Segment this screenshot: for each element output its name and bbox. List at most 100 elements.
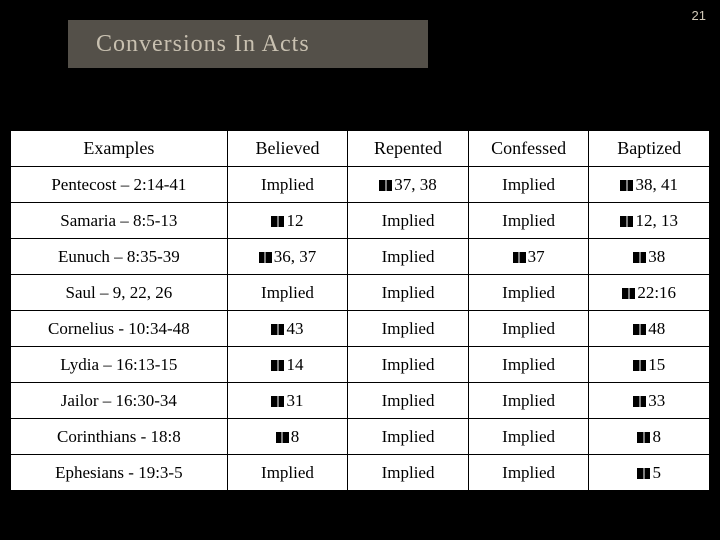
believed-text: 36, 37	[274, 247, 317, 266]
col-header-examples: Examples	[11, 131, 228, 167]
book-icon	[271, 324, 284, 335]
cell-repented: Implied	[348, 239, 469, 275]
confessed-text: Implied	[502, 319, 555, 338]
baptized-text: 38	[648, 247, 665, 266]
confessed-text: 37	[528, 247, 545, 266]
cell-example: Saul – 9, 22, 26	[11, 275, 228, 311]
col-header-baptized: Baptized	[589, 131, 710, 167]
book-icon	[271, 396, 284, 407]
cell-example: Samaria – 8:5-13	[11, 203, 228, 239]
cell-believed: 14	[227, 347, 348, 383]
cell-baptized: 38, 41	[589, 167, 710, 203]
believed-text: Implied	[261, 283, 314, 302]
baptized-text: 38, 41	[635, 175, 678, 194]
baptized-text: 15	[648, 355, 665, 374]
title-bar: Conversions In Acts	[68, 20, 428, 68]
cell-believed: 8	[227, 419, 348, 455]
cell-repented: Implied	[348, 455, 469, 491]
book-icon	[271, 360, 284, 371]
cell-repented: Implied	[348, 275, 469, 311]
book-icon	[622, 288, 635, 299]
table-row: Corinthians - 18:8 8 Implied Implied 8	[11, 419, 710, 455]
confessed-text: Implied	[502, 175, 555, 194]
confessed-text: Implied	[502, 391, 555, 410]
cell-believed: Implied	[227, 167, 348, 203]
baptized-text: 33	[648, 391, 665, 410]
confessed-text: Implied	[502, 211, 555, 230]
cell-baptized: 5	[589, 455, 710, 491]
table-row: Jailor – 16:30-34 31 Implied Implied 33	[11, 383, 710, 419]
cell-baptized: 15	[589, 347, 710, 383]
confessed-text: Implied	[502, 355, 555, 374]
col-header-confessed: Confessed	[468, 131, 589, 167]
cell-confessed: Implied	[468, 419, 589, 455]
book-icon	[633, 360, 646, 371]
believed-text: 31	[286, 391, 303, 410]
repented-text: Implied	[382, 427, 435, 446]
book-icon	[271, 216, 284, 227]
col-header-repented: Repented	[348, 131, 469, 167]
cell-baptized: 38	[589, 239, 710, 275]
believed-text: 8	[291, 427, 300, 446]
cell-confessed: Implied	[468, 311, 589, 347]
book-icon	[633, 324, 646, 335]
repented-text: Implied	[382, 319, 435, 338]
cell-example: Cornelius - 10:34-48	[11, 311, 228, 347]
repented-text: Implied	[382, 463, 435, 482]
col-header-believed: Believed	[227, 131, 348, 167]
book-icon	[633, 252, 646, 263]
cell-confessed: Implied	[468, 203, 589, 239]
cell-baptized: 22:16	[589, 275, 710, 311]
baptized-text: 22:16	[637, 283, 676, 302]
conversions-table: Examples Believed Repented Confessed Bap…	[10, 130, 710, 491]
repented-text: Implied	[382, 355, 435, 374]
cell-example: Lydia – 16:13-15	[11, 347, 228, 383]
cell-repented: Implied	[348, 311, 469, 347]
book-icon	[633, 396, 646, 407]
table-row: Cornelius - 10:34-4843ImpliedImplied48	[11, 311, 710, 347]
conversions-table-wrap: Examples Believed Repented Confessed Bap…	[10, 130, 710, 491]
cell-confessed: Implied	[468, 455, 589, 491]
table-row: Samaria – 8:5-1312ImpliedImplied12, 13	[11, 203, 710, 239]
cell-example: Ephesians - 19:3-5	[11, 455, 228, 491]
cell-example: Eunuch – 8:35-39	[11, 239, 228, 275]
slide-title: Conversions In Acts	[96, 31, 310, 58]
cell-believed: 43	[227, 311, 348, 347]
repented-text: Implied	[382, 391, 435, 410]
cell-believed: Implied	[227, 275, 348, 311]
book-icon	[637, 432, 650, 443]
book-icon	[620, 180, 633, 191]
cell-example: Jailor – 16:30-34	[11, 383, 228, 419]
book-icon	[637, 468, 650, 479]
believed-text: 43	[286, 319, 303, 338]
cell-confessed: Implied	[468, 275, 589, 311]
table-header-row: Examples Believed Repented Confessed Bap…	[11, 131, 710, 167]
cell-baptized: 33	[589, 383, 710, 419]
book-icon	[620, 216, 633, 227]
cell-believed: 12	[227, 203, 348, 239]
repented-text: Implied	[382, 283, 435, 302]
cell-confessed: 37	[468, 239, 589, 275]
believed-text: Implied	[261, 175, 314, 194]
table-row: Lydia – 16:13-15 14 Implied Implied 15	[11, 347, 710, 383]
cell-example: Corinthians - 18:8	[11, 419, 228, 455]
book-icon	[259, 252, 272, 263]
believed-text: 14	[286, 355, 303, 374]
cell-believed: 31	[227, 383, 348, 419]
cell-believed: Implied	[227, 455, 348, 491]
cell-example: Pentecost – 2:14-41	[11, 167, 228, 203]
cell-repented: Implied	[348, 383, 469, 419]
believed-text: 12	[286, 211, 303, 230]
cell-repented: Implied	[348, 203, 469, 239]
cell-confessed: Implied	[468, 347, 589, 383]
cell-baptized: 8	[589, 419, 710, 455]
repented-text: Implied	[382, 211, 435, 230]
cell-repented: Implied	[348, 347, 469, 383]
baptized-text: 5	[652, 463, 661, 482]
book-icon	[513, 252, 526, 263]
cell-repented: Implied	[348, 419, 469, 455]
cell-confessed: Implied	[468, 383, 589, 419]
table-row: Saul – 9, 22, 26 Implied Implied Implied 22:…	[11, 275, 710, 311]
table-row: Ephesians - 19:3-5ImpliedImpliedImplied5	[11, 455, 710, 491]
confessed-text: Implied	[502, 427, 555, 446]
